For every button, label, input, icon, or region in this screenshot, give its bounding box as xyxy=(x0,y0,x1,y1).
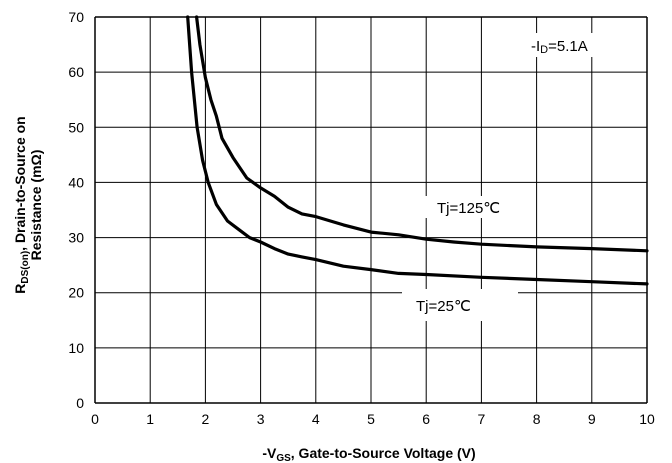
x-tick-label: 8 xyxy=(533,411,541,427)
svg-text:Resistance (mΩ): Resistance (mΩ) xyxy=(28,150,44,261)
tick-labels: 0 1 2 3 4 5 6 7 8 9 10 0 10 20 30 40 50 60 70 xyxy=(68,9,655,427)
series-label-125: Tj=125℃ xyxy=(437,200,500,217)
label-bg-125 xyxy=(422,196,518,218)
y-tick-label: 50 xyxy=(68,119,84,135)
x-tick-label: 2 xyxy=(202,411,210,427)
x-tick-label: 1 xyxy=(146,411,154,427)
y-tick-label: 70 xyxy=(68,9,84,25)
label-bg-id xyxy=(527,33,595,57)
y-tick-label: 30 xyxy=(68,230,84,246)
series-label-25: Tj=25℃ xyxy=(416,298,471,315)
current-annotation: -ID=5.1A xyxy=(531,38,588,56)
x-tick-label: 9 xyxy=(588,411,596,427)
x-tick-label: 7 xyxy=(478,411,486,427)
y-tick-label: 40 xyxy=(68,174,84,190)
y-tick-label: 0 xyxy=(76,395,84,411)
x-tick-label: 10 xyxy=(639,411,655,427)
x-axis-title: -VGS, Gate-to-Source Voltage (V) xyxy=(262,445,475,463)
x-tick-label: 6 xyxy=(422,411,430,427)
series-line-1 xyxy=(186,15,649,286)
svg-text:RDS(on), Drain-to-Source on: RDS(on), Drain-to-Source on xyxy=(12,116,31,293)
label-bg-25 xyxy=(402,289,518,321)
y-tick-label: 60 xyxy=(68,64,84,80)
x-tick-label: 0 xyxy=(91,411,99,427)
x-tick-label: 4 xyxy=(312,411,320,427)
x-tick-label: 5 xyxy=(367,411,375,427)
series-line-0 xyxy=(195,15,649,253)
x-tick-label: 3 xyxy=(257,411,265,427)
series-lines xyxy=(186,15,649,286)
y-tick-label: 20 xyxy=(68,285,84,301)
y-axis-title: RDS(on), Drain-to-Source on Resistance (… xyxy=(12,116,44,293)
grid xyxy=(94,16,648,404)
y-tick-label: 10 xyxy=(68,340,84,356)
